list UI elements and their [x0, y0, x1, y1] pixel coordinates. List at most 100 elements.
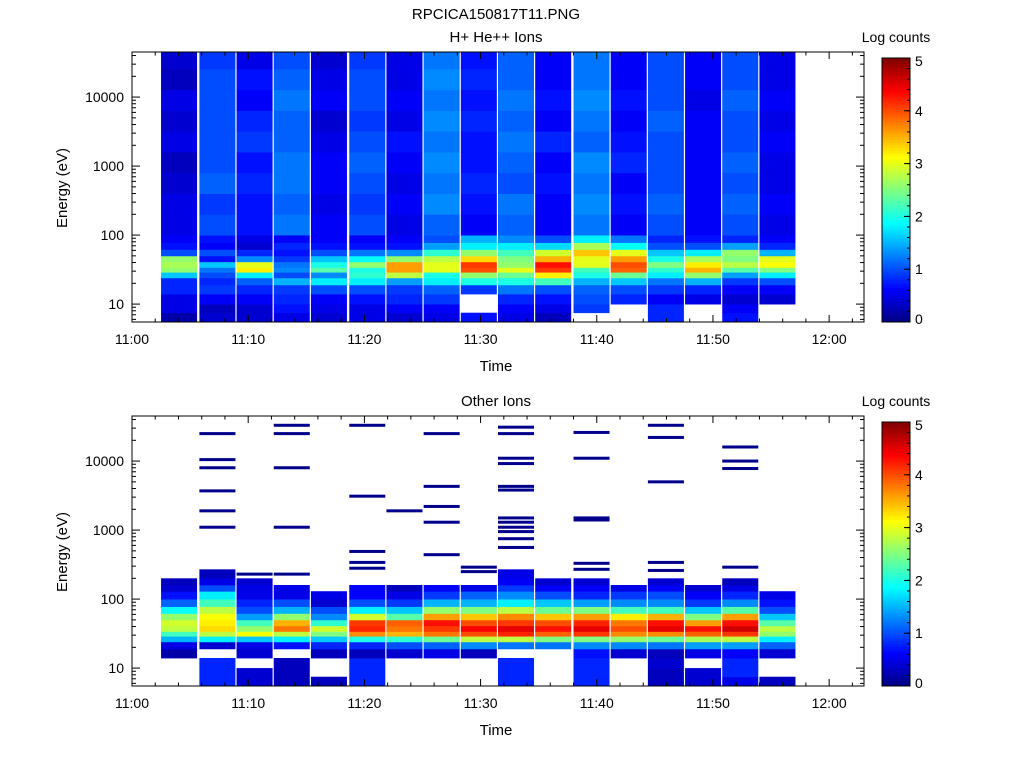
heatmap-sparse-cell	[498, 484, 535, 488]
heatmap-cell	[685, 606, 722, 614]
heatmap-cell	[759, 151, 796, 174]
heatmap-cell	[535, 631, 572, 637]
colorbar-segment	[882, 237, 910, 241]
heatmap-cell	[759, 193, 796, 215]
y-tick-label: 10	[108, 296, 124, 312]
colorbar-segment	[882, 546, 910, 550]
heatmap-cell	[423, 641, 460, 650]
colorbar-segment	[882, 614, 910, 618]
heatmap-cell	[498, 585, 535, 592]
heatmap-cell	[610, 613, 647, 621]
heatmap-cell	[573, 658, 610, 669]
heatmap-cell	[685, 261, 722, 268]
heatmap-cell	[161, 585, 198, 592]
heatmap-cell	[236, 585, 273, 592]
colorbar-segment	[882, 258, 910, 262]
heatmap-cell	[236, 261, 273, 268]
heatmap-cell	[610, 131, 647, 153]
heatmap-cell	[498, 304, 535, 314]
heatmap-cell	[386, 648, 423, 659]
heatmap-cell	[161, 272, 198, 279]
heatmap-cell	[610, 52, 647, 70]
heatmap-cell	[199, 277, 236, 286]
heatmap-cell	[535, 172, 572, 194]
colorbar-segment	[882, 672, 910, 676]
heatmap-cell	[161, 294, 198, 305]
x-tick-label: 11:00	[115, 695, 149, 711]
heatmap-cell	[498, 242, 535, 250]
heatmap-cell	[310, 89, 347, 111]
y-tick-label: 1000	[93, 522, 124, 538]
heatmap-sparse-cell	[498, 537, 535, 541]
heatmap-cell	[759, 272, 796, 279]
colorbar-label-other: Log counts	[862, 393, 931, 409]
colorbar-segment	[882, 105, 910, 109]
heatmap-cell	[161, 591, 198, 600]
colorbar-segment	[882, 651, 910, 655]
colorbar-segment	[882, 432, 910, 436]
x-tick-label: 11:20	[347, 695, 381, 711]
colorbar-segment	[882, 319, 910, 323]
colorbar-segment	[882, 89, 910, 93]
heatmap-cell	[460, 242, 497, 250]
heatmap-cell	[685, 68, 722, 91]
heatmap-cell	[423, 585, 460, 592]
heatmap-cell	[423, 619, 460, 627]
heatmap-sparse-cell	[349, 549, 386, 553]
heatmap-cell	[460, 641, 497, 650]
heatmap-cell	[647, 648, 684, 659]
heatmap-cell	[722, 68, 759, 91]
heatmap-cell	[310, 619, 347, 627]
heatmap-cell	[460, 284, 497, 295]
heatmap-cell	[236, 636, 273, 643]
heatmap-cell	[423, 131, 460, 153]
heatmap-cell	[573, 631, 610, 637]
heatmap-cell	[273, 242, 310, 250]
colorbar-segment	[882, 97, 910, 101]
colorbar-tick-label: 1	[915, 625, 923, 641]
colorbar-segment	[882, 641, 910, 645]
heatmap-cell	[273, 249, 310, 257]
heatmap-cell	[759, 277, 796, 286]
heatmap-cell	[460, 606, 497, 614]
heatmap-cell	[685, 599, 722, 607]
colorbar-segment	[882, 517, 910, 521]
heatmap-cell	[236, 641, 273, 650]
heatmap-cell	[273, 68, 310, 91]
heatmap-cell	[236, 284, 273, 295]
heatmap-cell	[349, 249, 386, 257]
heatmap-cell	[460, 261, 497, 268]
heatmap-cell	[386, 110, 423, 132]
heatmap-cell	[349, 312, 386, 322]
heatmap-cell	[759, 267, 796, 273]
heatmap-cell	[236, 606, 273, 614]
heatmap-cell	[535, 277, 572, 286]
heatmap-cell	[161, 599, 198, 607]
heatmap-cell	[386, 193, 423, 215]
heatmap-cell	[199, 569, 236, 579]
heatmap-cell	[199, 89, 236, 111]
colorbar-segment	[882, 620, 910, 624]
heatmap-cell	[310, 267, 347, 273]
heatmap-cell	[685, 619, 722, 627]
heatmap-cell	[349, 242, 386, 250]
heatmap-cell	[610, 636, 647, 643]
heatmap-sparse-cell	[423, 484, 460, 488]
heatmap-cell	[236, 52, 273, 70]
heatmap-cell	[236, 648, 273, 659]
heatmap-cell	[722, 304, 759, 314]
heatmap-cell	[273, 312, 310, 322]
heatmap-cell	[647, 110, 684, 132]
heatmap-sparse-cell	[498, 425, 535, 429]
colorbar-segment	[882, 216, 910, 220]
colorbar-segment	[882, 73, 910, 77]
colorbar-segment	[882, 195, 910, 199]
heatmap-cell	[273, 131, 310, 153]
heatmap-sparse-cell	[498, 545, 535, 549]
heatmap-cell	[386, 304, 423, 314]
colorbar-segment	[882, 585, 910, 589]
x-tick-label: 11:30	[464, 695, 498, 711]
heatmap-cell	[423, 631, 460, 637]
colorbar-segment	[882, 493, 910, 497]
heatmap-cell	[573, 613, 610, 621]
